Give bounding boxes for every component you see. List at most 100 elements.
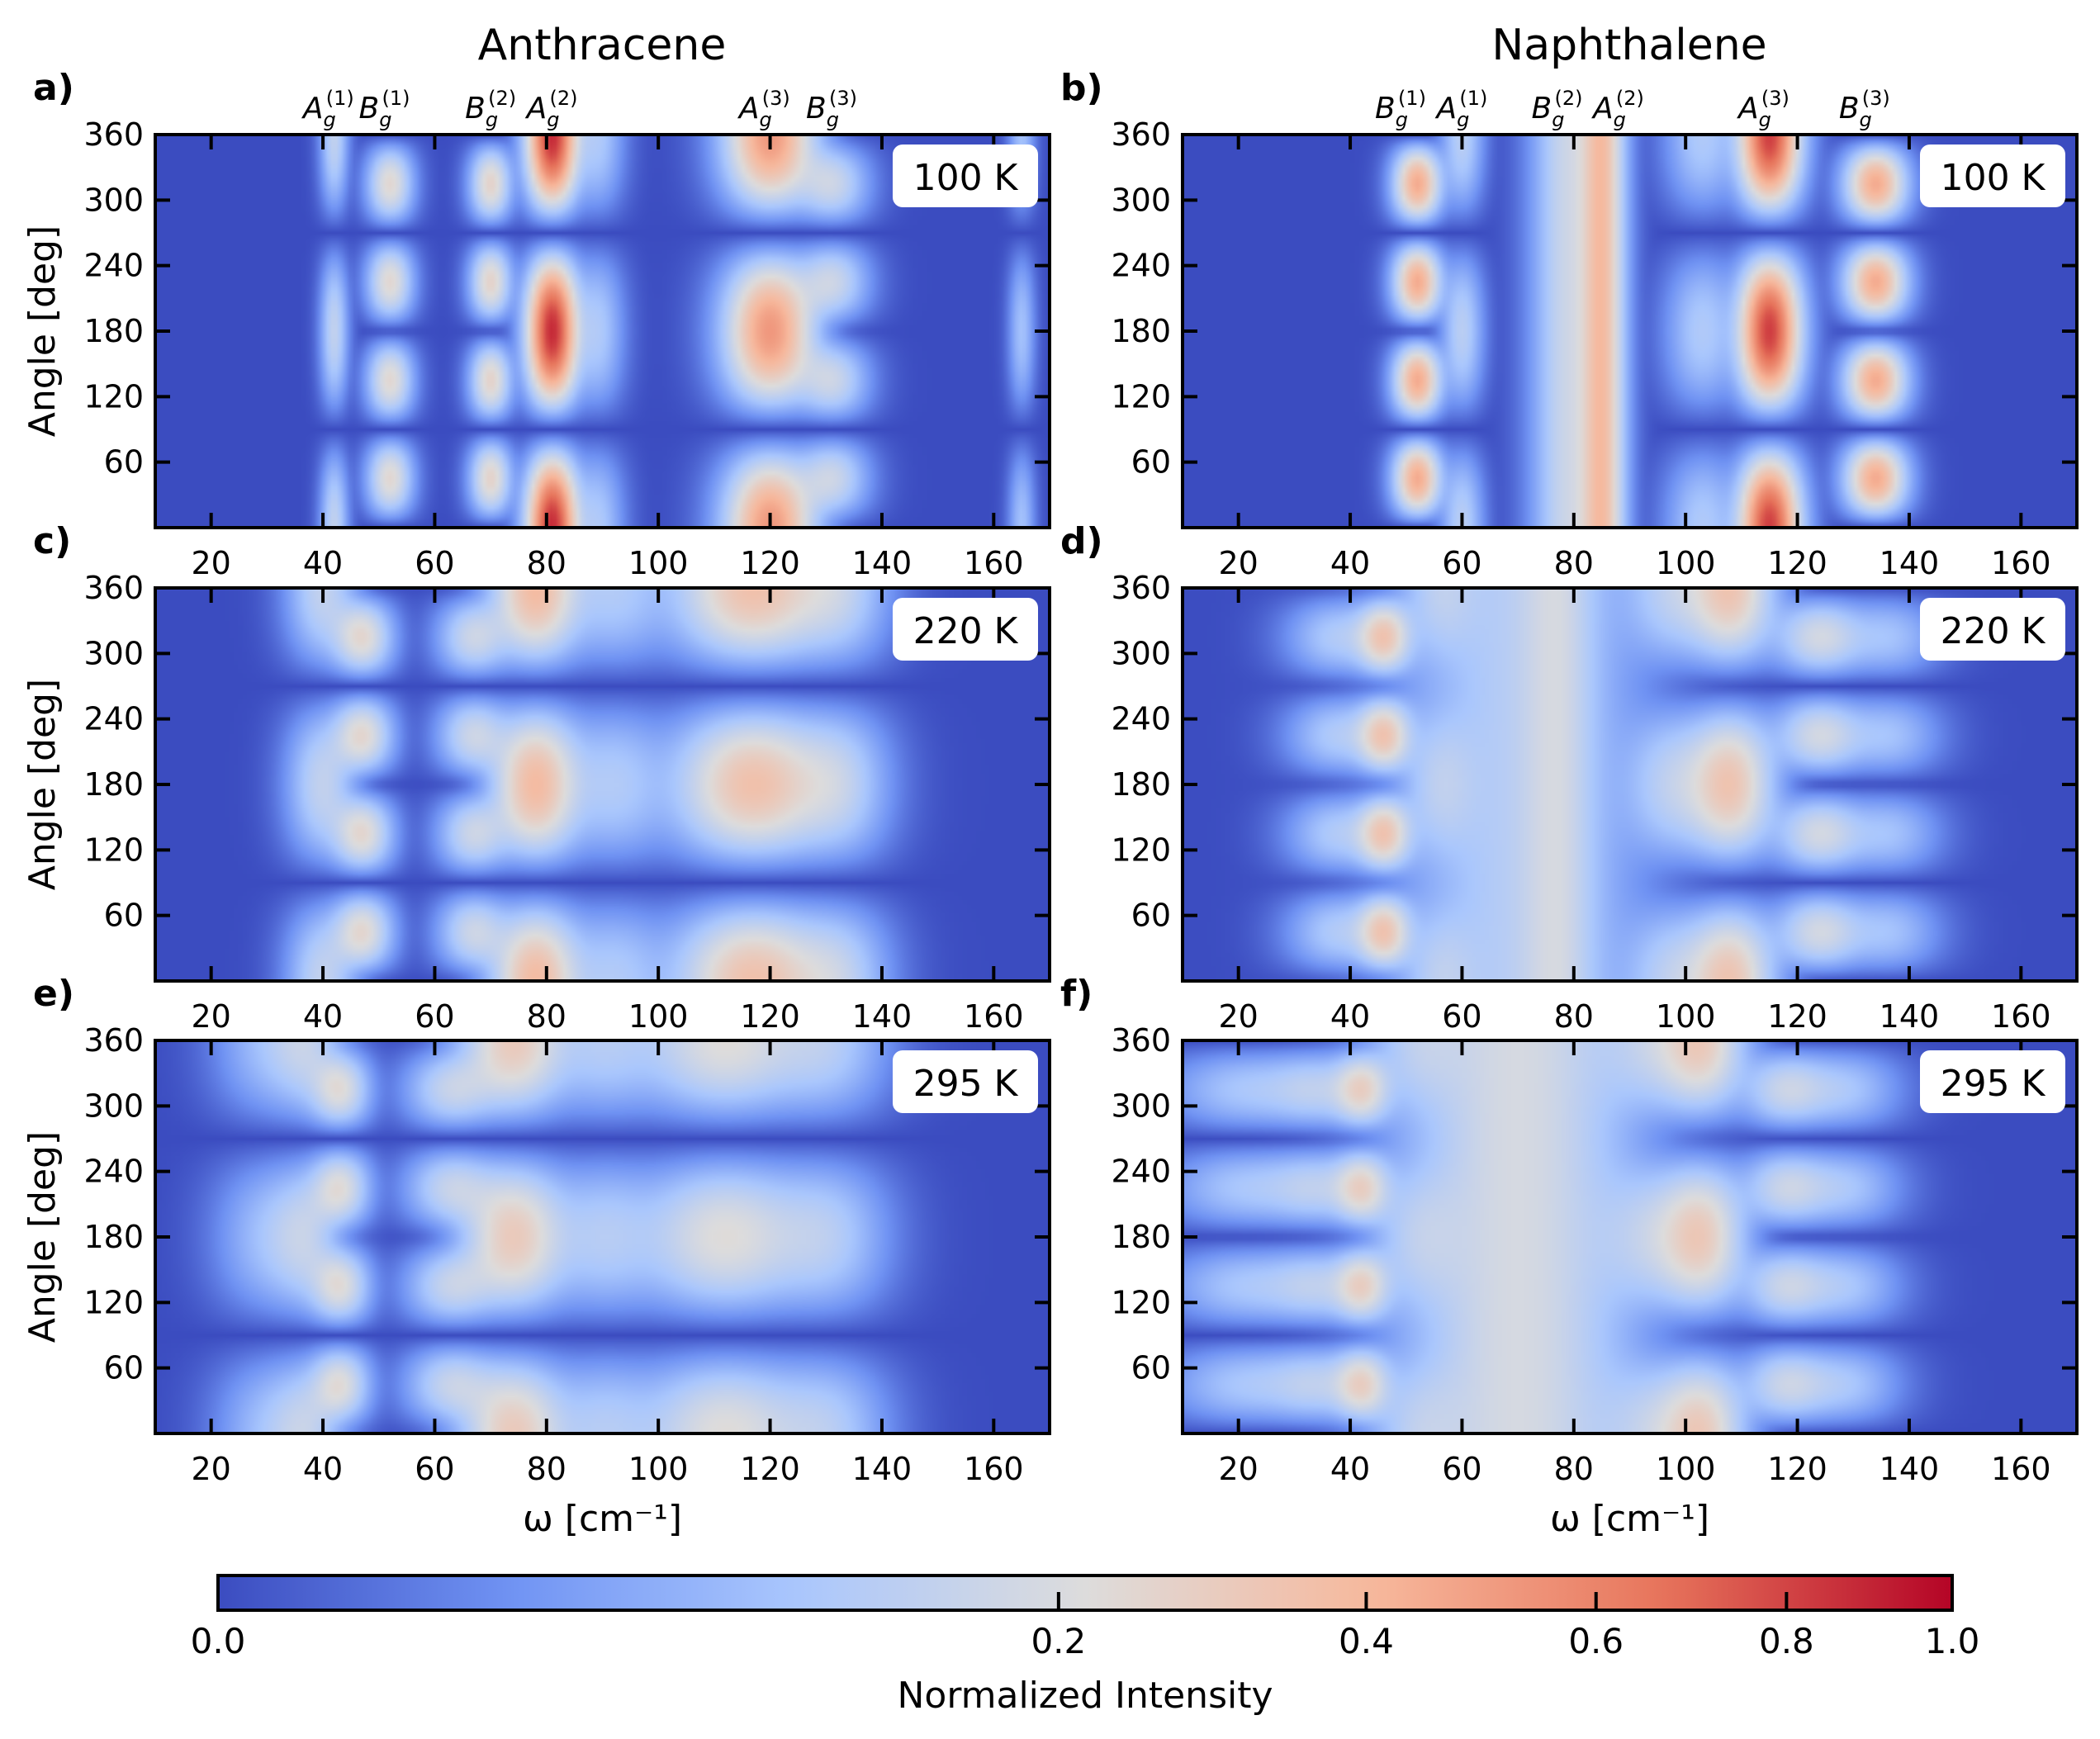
y-tick-label: 240: [83, 701, 144, 737]
x-tick-label: 160: [964, 545, 1024, 581]
colorbar-tick-label: 0.8: [1759, 1621, 1814, 1661]
y-tick-label: 360: [83, 570, 144, 606]
y-tick-label: 60: [1131, 444, 1171, 481]
y-tick-label: 240: [1111, 248, 1171, 284]
y-tick-label: 120: [1111, 832, 1171, 868]
y-tick-label: 240: [1111, 701, 1171, 737]
y-tick-label: 120: [83, 832, 144, 868]
x-tick-label: 120: [740, 998, 800, 1035]
y-tick-label: 120: [1111, 1284, 1171, 1320]
x-tick-label: 80: [527, 1451, 566, 1487]
y-tick-label: 240: [83, 1154, 144, 1190]
mode-label: Ag(2): [525, 87, 578, 131]
x-tick-label: 60: [415, 545, 454, 581]
column-title-anthracene: Anthracene: [478, 21, 727, 70]
y-axis-label: Angle [deg]: [21, 679, 64, 890]
mode-label: Bg(1): [1375, 87, 1426, 131]
x-tick-label: 40: [1330, 545, 1370, 581]
mode-label: Ag(1): [1435, 87, 1488, 131]
x-axis-label: ω [cm⁻¹]: [1550, 1498, 1709, 1540]
x-tick-label: 40: [303, 998, 343, 1035]
colorbar-tick-label: 0.4: [1339, 1621, 1394, 1661]
y-tick-label: 300: [1111, 1087, 1171, 1124]
mode-label: Ag(1): [301, 87, 354, 131]
y-tick-label: 180: [83, 313, 144, 349]
x-tick-label: 60: [1442, 545, 1481, 581]
mode-label: Bg(2): [465, 87, 516, 131]
x-tick-label: 80: [1554, 545, 1594, 581]
temperature-label: 295 K: [1941, 1063, 2046, 1105]
y-tick-label: 180: [1111, 313, 1171, 349]
x-tick-label: 40: [303, 545, 343, 581]
y-tick-label: 120: [83, 1284, 144, 1320]
column-title-naphthalene: Naphthalene: [1491, 21, 1766, 70]
x-tick-label: 140: [852, 1451, 913, 1487]
temperature-label: 100 K: [1941, 157, 2046, 199]
y-tick-label: 300: [83, 182, 144, 218]
x-tick-label: 120: [740, 545, 800, 581]
x-tick-label: 160: [1991, 1451, 2051, 1487]
temperature-badge: [893, 1050, 1038, 1113]
colorbar-tick-label: 0.6: [1568, 1621, 1624, 1661]
y-tick-label: 120: [83, 378, 144, 415]
x-tick-label: 100: [628, 1451, 689, 1487]
mode-label: Bg(3): [806, 87, 857, 131]
y-tick-label: 240: [1111, 1154, 1171, 1190]
colorbar-gradient: [216, 1574, 1954, 1612]
y-axis-label: Angle [deg]: [21, 225, 64, 437]
x-tick-label: 140: [1880, 998, 1940, 1035]
y-tick-label: 180: [83, 1219, 144, 1255]
x-tick-label: 100: [628, 545, 689, 581]
y-tick-label: 180: [1111, 766, 1171, 803]
x-tick-label: 20: [192, 545, 231, 581]
y-tick-label: 300: [1111, 182, 1171, 218]
x-tick-label: 20: [1219, 545, 1259, 581]
x-tick-label: 100: [628, 998, 689, 1035]
x-tick-label: 20: [192, 998, 231, 1035]
x-tick-label: 120: [1767, 1451, 1827, 1487]
x-tick-label: 160: [964, 1451, 1024, 1487]
y-tick-label: 180: [83, 766, 144, 803]
panel-label: d): [1060, 520, 1103, 562]
y-tick-label: 360: [83, 116, 144, 153]
colorbar: 0.0 0.2 0.4 0.6 0.8 1.0 Normalized Intensity: [191, 1574, 1979, 1717]
colorbar-label: Normalized Intensity: [897, 1675, 1273, 1717]
x-tick-label: 80: [527, 545, 566, 581]
y-tick-label: 360: [1111, 1022, 1171, 1059]
y-tick-label: 60: [104, 1350, 144, 1386]
x-tick-label: 140: [1880, 1451, 1940, 1487]
x-tick-label: 100: [1656, 998, 1716, 1035]
temperature-label: 220 K: [1941, 610, 2046, 652]
x-tick-label: 20: [192, 1451, 231, 1487]
y-tick-label: 60: [104, 898, 144, 934]
y-tick-label: 360: [1111, 570, 1171, 606]
x-tick-label: 120: [1767, 998, 1827, 1035]
colorbar-tick-label: 0.2: [1031, 1621, 1086, 1661]
temperature-badge: [893, 145, 1038, 207]
y-tick-label: 180: [1111, 1219, 1171, 1255]
x-tick-label: 80: [1554, 998, 1594, 1035]
y-tick-label: 120: [1111, 378, 1171, 415]
mode-label: Ag(3): [737, 87, 790, 131]
temperature-label: 220 K: [913, 610, 1019, 652]
panel-label: c): [33, 520, 71, 562]
y-tick-label: 60: [104, 444, 144, 481]
y-tick-label: 60: [1131, 1350, 1171, 1386]
x-tick-label: 60: [415, 998, 454, 1035]
panel-label: a): [33, 67, 74, 109]
x-tick-label: 40: [1330, 998, 1370, 1035]
temperature-label: 295 K: [913, 1063, 1019, 1105]
y-tick-label: 360: [83, 1022, 144, 1059]
panel-c: 20 40 60 80 100 120 140 160 60 120 180 240 300 360 c) 2…: [21, 520, 1051, 1035]
panel-label: f): [1060, 973, 1093, 1015]
x-tick-label: 140: [852, 998, 913, 1035]
mode-label: Bg(3): [1839, 87, 1890, 131]
panel-f: 20 40 60 80 100 120 140 160 60 120 180 240 300 360 f) 2…: [1060, 973, 2079, 1540]
y-tick-label: 240: [83, 248, 144, 284]
y-tick-label: 60: [1131, 898, 1171, 934]
y-tick-label: 360: [1111, 116, 1171, 153]
mode-label: Bg(1): [359, 87, 410, 131]
